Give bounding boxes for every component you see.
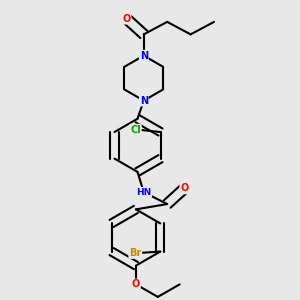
Text: Cl: Cl: [130, 124, 141, 134]
Text: N: N: [140, 51, 148, 61]
Text: O: O: [180, 183, 188, 194]
Text: N: N: [140, 96, 148, 106]
Text: HN: HN: [136, 188, 152, 197]
Text: Br: Br: [129, 248, 141, 258]
Text: O: O: [122, 14, 131, 24]
Text: O: O: [132, 279, 140, 290]
